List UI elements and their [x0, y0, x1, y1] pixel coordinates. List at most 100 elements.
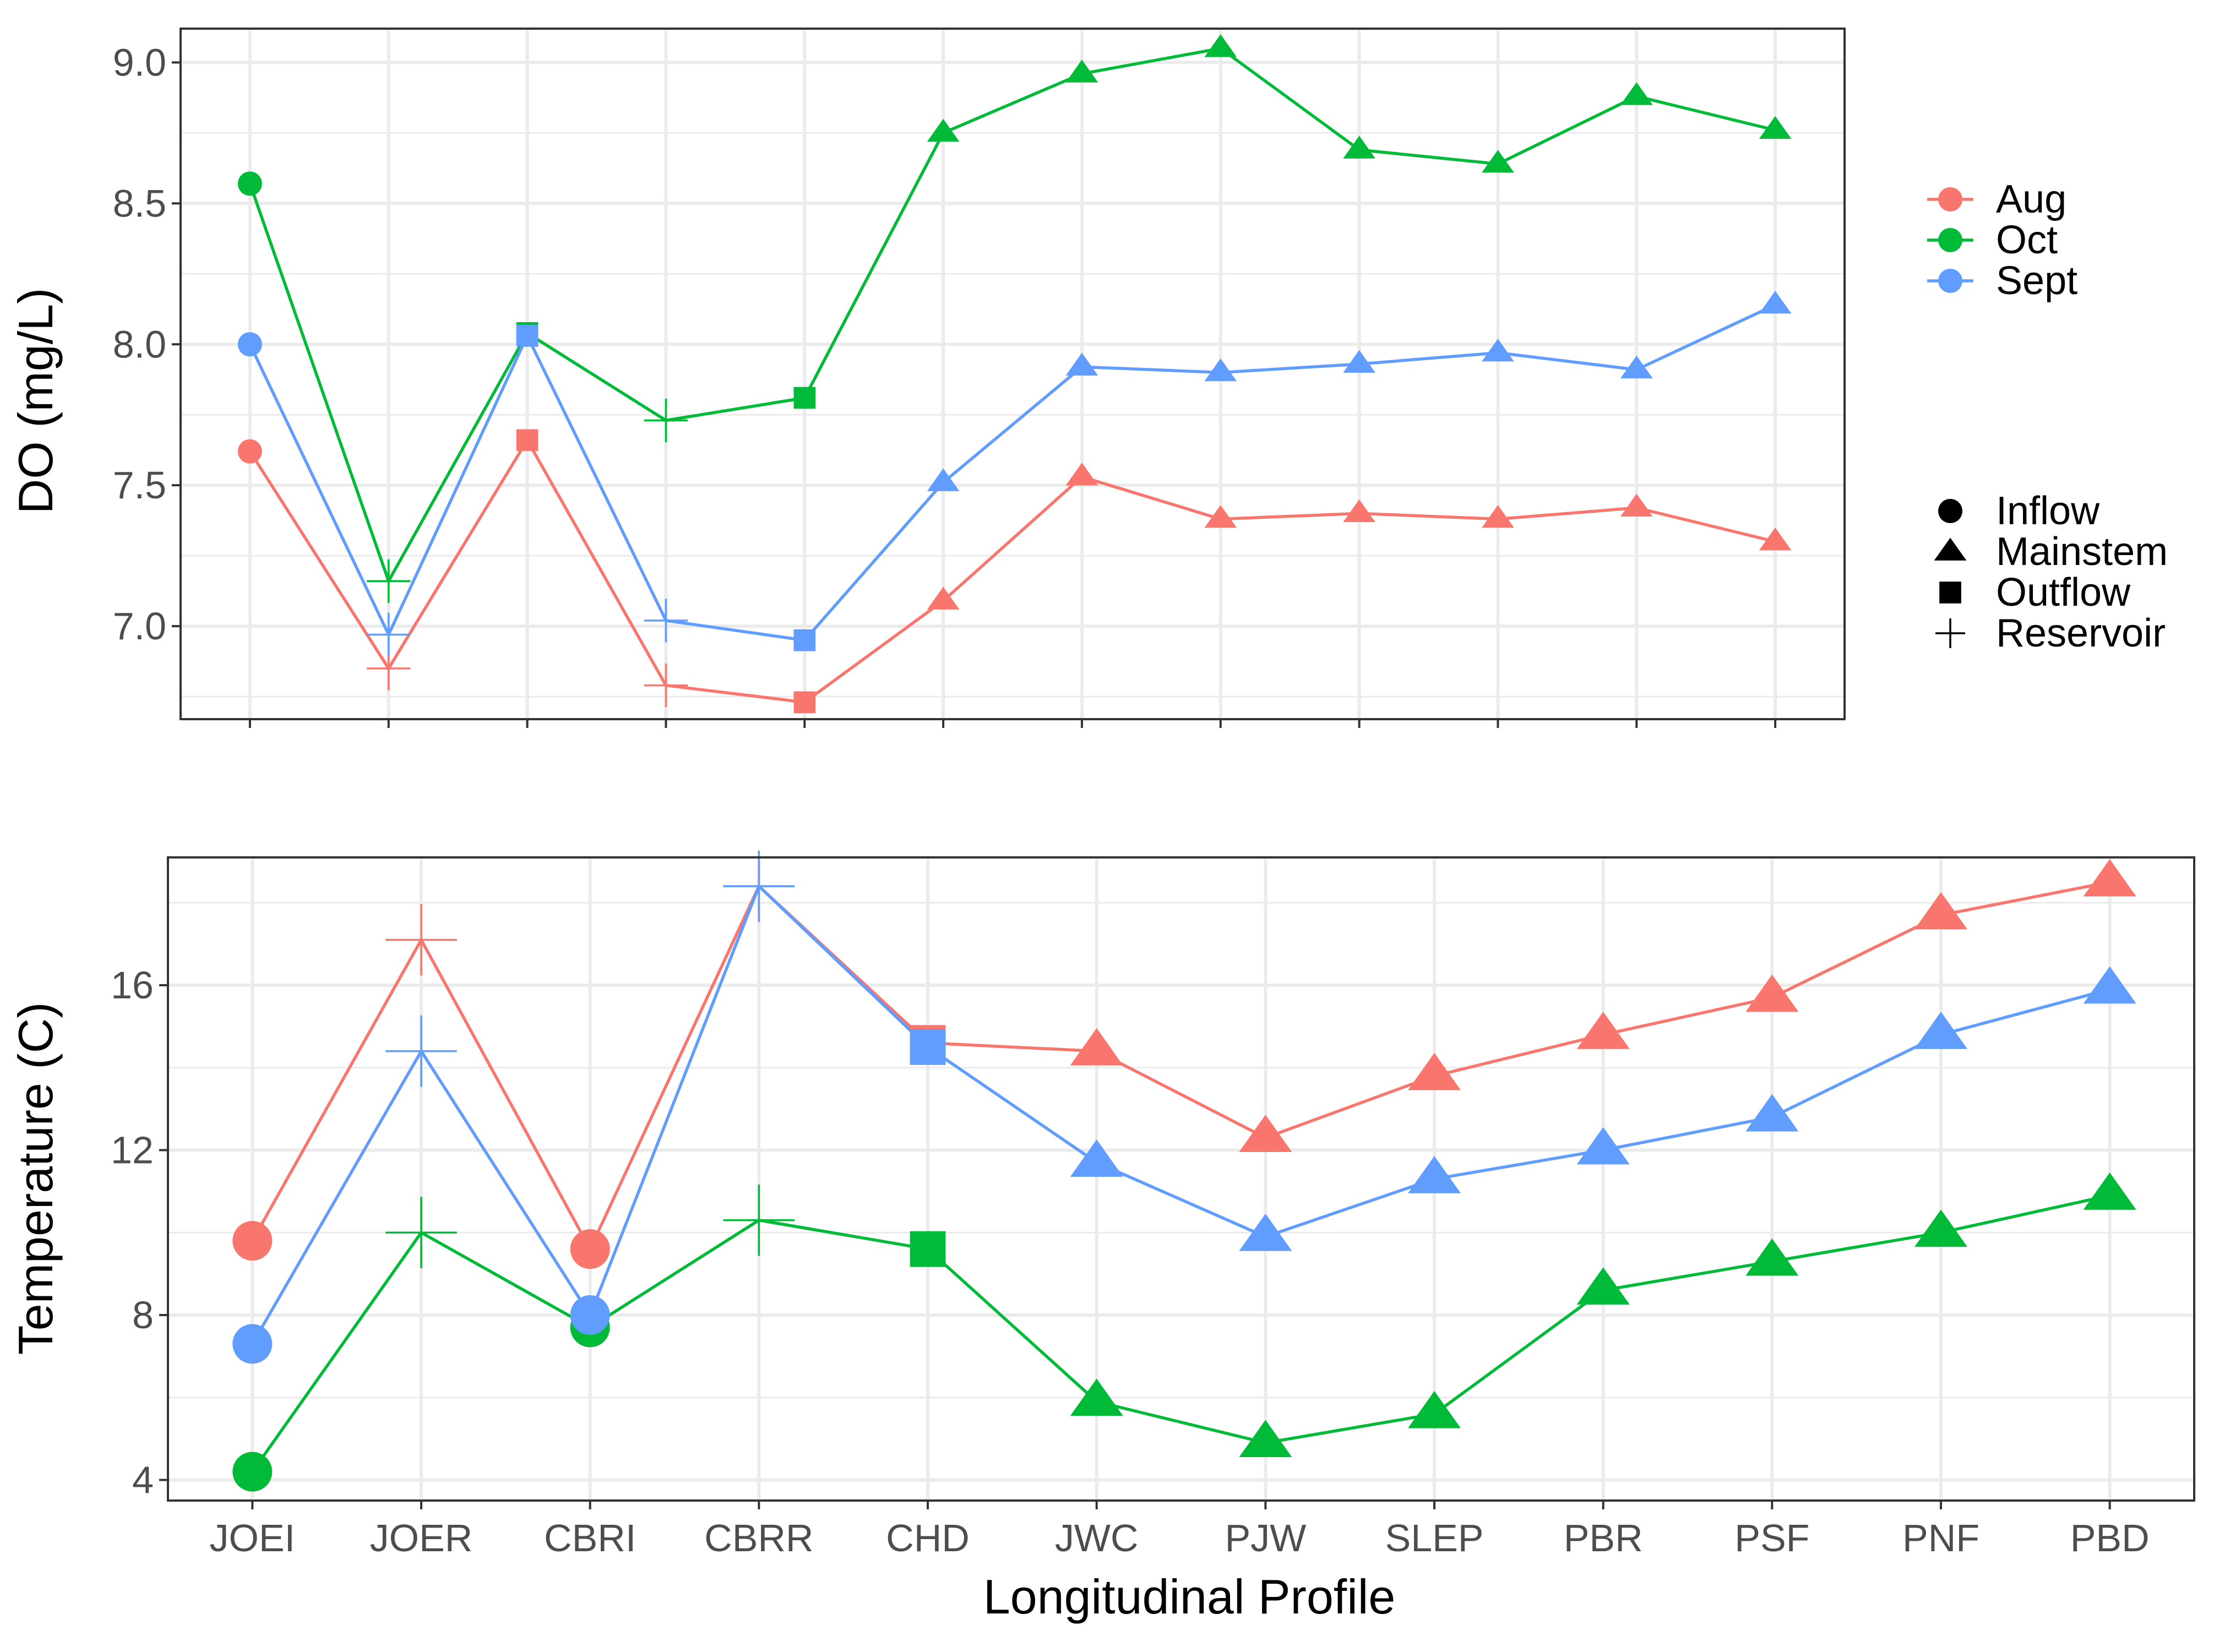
data-point-oct-jwc — [1070, 1378, 1123, 1416]
data-point-aug-pbd — [2083, 859, 2136, 896]
series-line-oct — [251, 1194, 2111, 1473]
data-point-oct-joer — [367, 559, 411, 603]
data-point-oct-psf — [1482, 150, 1514, 173]
data-point-aug-joei — [232, 1221, 273, 1261]
data-point-sept-pnf — [1914, 1012, 1968, 1049]
temperature-y-axis-title: Temperature (C) — [8, 1002, 63, 1355]
series-line-sept — [251, 883, 2111, 1345]
legend-key-aug — [1938, 187, 1962, 211]
temperature-panel-border — [167, 856, 2195, 1502]
data-point-sept-pjw — [1239, 1214, 1292, 1251]
x-tick-label: JOER — [370, 1517, 473, 1559]
data-point-aug-pbr — [1576, 1012, 1630, 1049]
panel-background — [181, 29, 1845, 719]
y-tick-label: 7.0 — [113, 605, 166, 648]
data-point-sept-chd — [910, 1029, 946, 1065]
data-point-aug-slep — [1204, 505, 1237, 528]
data-point-sept-chd — [793, 629, 816, 651]
legend-key-sept — [1938, 269, 1962, 293]
x-tick-label: PBR — [1564, 1517, 1643, 1559]
data-point-aug-slep — [1407, 1053, 1461, 1090]
data-point-sept-pnf — [1620, 355, 1653, 379]
data-point-aug-pnf — [1914, 892, 1968, 930]
y-tick-label: 7.5 — [113, 464, 166, 507]
y-tick-label: 12 — [111, 1129, 154, 1172]
data-point-aug-pnf — [1620, 493, 1653, 517]
temperature-panel: 4 8 12 16 JOEI JOER CBRI CBRR CHD JWC PJW SLEP PBR P… — [8, 850, 2195, 1559]
data-point-aug-cbri — [516, 429, 539, 452]
x-tick-label: CBRR — [704, 1517, 813, 1559]
series-line-aug — [251, 881, 2111, 1253]
x-tick-label: CBRI — [544, 1517, 636, 1559]
data-point-oct-pjw — [1239, 1420, 1292, 1458]
legend-key-inflow — [1938, 499, 1962, 523]
y-tick-label: 8.5 — [113, 182, 166, 225]
data-point-oct-pbd — [2083, 1172, 2136, 1210]
data-point-aug-pbr — [1343, 499, 1375, 523]
do-series — [237, 34, 1792, 714]
data-point-sept-joei — [237, 332, 262, 357]
data-point-aug-psf — [1482, 505, 1514, 528]
do-panel-border — [180, 28, 1846, 720]
data-point-oct-pjw — [1065, 59, 1098, 83]
data-point-aug-chd — [793, 691, 816, 714]
legend-key-mainstem — [1934, 537, 1967, 561]
data-point-sept-joer — [385, 1015, 457, 1087]
legend-label-oct: Oct — [1996, 218, 2058, 262]
data-point-sept-jwc — [927, 468, 960, 491]
data-point-sept-pbr — [1576, 1127, 1630, 1165]
data-point-aug-pjw — [1065, 463, 1098, 486]
do-y-axis-title: DO (mg/L) — [8, 288, 63, 514]
data-point-aug-joei — [237, 439, 262, 464]
data-point-oct-pbr — [1576, 1267, 1630, 1305]
y-tick-label: 16 — [111, 964, 154, 1007]
data-point-sept-joei — [232, 1324, 273, 1364]
data-point-oct-joer — [385, 1197, 457, 1269]
panel-background — [168, 857, 2194, 1501]
data-point-sept-cbrr — [723, 850, 795, 922]
legend-key-reservoir — [1935, 618, 1965, 648]
series-line-sept — [248, 303, 1776, 642]
data-point-sept-pbd — [2083, 966, 2136, 1004]
legend-label-inflow: Inflow — [1996, 489, 2100, 533]
x-axis-title: Longitudinal Profile — [983, 1569, 1396, 1624]
series-line-aug — [248, 437, 1776, 704]
do-y-axis: 7.0 7.5 8.0 8.5 9.0 — [113, 41, 181, 648]
x-tick-label: PBD — [2070, 1517, 2150, 1559]
data-point-sept-jwc — [1070, 1139, 1123, 1177]
do-x-axis — [248, 719, 1777, 728]
data-point-aug-cbrr — [644, 663, 688, 708]
y-tick-label: 8.0 — [113, 323, 166, 366]
data-point-sept-pbr — [1343, 350, 1375, 373]
y-tick-label: 8 — [132, 1294, 154, 1336]
x-tick-label: JOEI — [210, 1517, 296, 1559]
data-point-sept-joer — [367, 612, 411, 657]
data-point-aug-pjw — [1239, 1115, 1292, 1153]
x-tick-label: JWC — [1055, 1517, 1139, 1559]
y-tick-label: 4 — [132, 1459, 154, 1502]
data-point-oct-slep — [1407, 1391, 1461, 1428]
legend-label-aug: Aug — [1996, 177, 2066, 221]
legend-label-sept: Sept — [1996, 259, 2077, 303]
legend-label-outflow: Outflow — [1996, 570, 2131, 615]
data-point-oct-cbrr — [723, 1184, 795, 1256]
series-line-oct — [248, 46, 1776, 585]
data-point-oct-pnf — [1620, 82, 1653, 105]
data-point-oct-chd — [910, 1231, 946, 1267]
temperature-x-axis: JOEI JOER CBRI CBRR CHD JWC PJW SLEP PBR PSF PNF PB… — [210, 1501, 2150, 1559]
legend-key-outflow — [1939, 582, 1961, 604]
data-point-sept-cbri — [570, 1295, 610, 1335]
legend-label-reservoir: Reservoir — [1996, 611, 2166, 655]
do-gridlines — [181, 29, 1845, 719]
x-tick-label: PJW — [1225, 1517, 1306, 1559]
data-point-sept-psf — [1745, 1094, 1799, 1132]
data-point-sept-psf — [1482, 339, 1514, 362]
data-point-aug-cbri — [570, 1229, 610, 1269]
x-tick-label: SLEP — [1385, 1517, 1484, 1559]
legend-label-mainstem: Mainstem — [1996, 530, 2168, 574]
data-point-oct-jwc — [927, 118, 960, 142]
data-point-oct-pbr — [1343, 135, 1375, 159]
y-tick-label: 9.0 — [113, 41, 166, 84]
